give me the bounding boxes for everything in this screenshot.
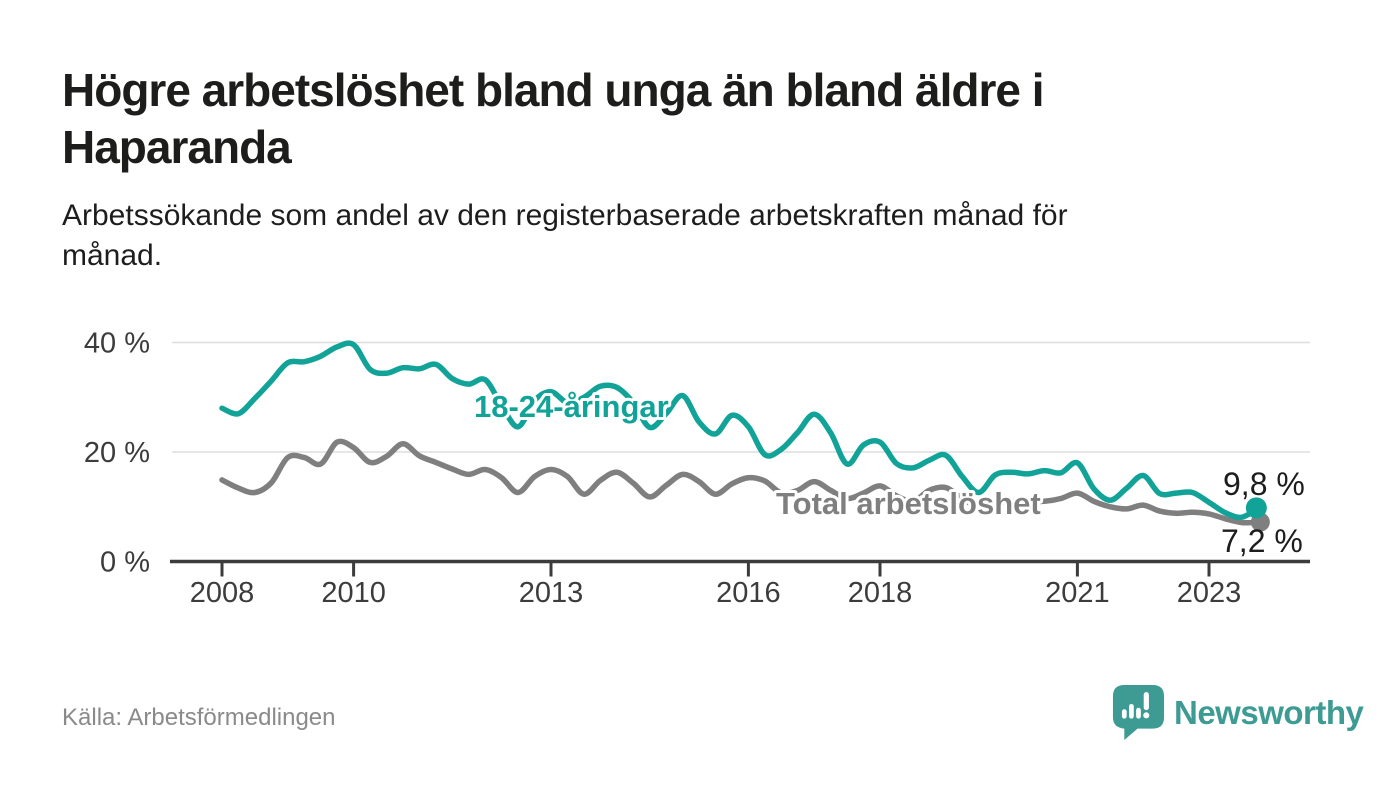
newsworthy-logo-icon — [1112, 685, 1165, 740]
end-value-label-18-24: 9,8 % — [1223, 466, 1305, 502]
chart-subtitle-line2: månad. — [62, 239, 163, 272]
newsworthy-logo: Newsworthy — [1112, 684, 1364, 741]
chart-title-line2: Haparanda — [62, 121, 292, 173]
series-line-18-24-aringar — [219, 340, 1262, 521]
chart-title: Högre arbetslöshet bland unga än bland ä… — [62, 62, 1044, 176]
chart-subtitle-line1: Arbetssökande som andel av den registerb… — [62, 199, 1068, 232]
x-tick-label-2008: 2008 — [190, 577, 255, 609]
x-tick-label-2010: 2010 — [321, 577, 386, 609]
x-tick-label-2016: 2016 — [716, 577, 781, 609]
x-tick-label-2013: 2013 — [519, 577, 584, 609]
y-tick-label-40: 40 % — [84, 328, 150, 360]
y-tick-label-0: 0 % — [100, 547, 150, 579]
end-dot-18-24 — [1245, 497, 1267, 519]
series-label-total-arbetsloshet: Total arbetslöshet — [776, 486, 1041, 521]
series-label-18-24-aringar: 18-24-åringar — [474, 389, 669, 424]
end-value-label-total: 7,2 % — [1221, 523, 1303, 559]
source-note: Källa: Arbetsförmedlingen — [62, 704, 336, 731]
x-tick-label-2021: 2021 — [1045, 577, 1110, 609]
newsworthy-wordmark: Newsworthy — [1174, 693, 1364, 731]
series-line-total-arbetsloshet — [219, 438, 1262, 526]
x-tick-label-2018: 2018 — [848, 577, 913, 609]
x-tick-label-2023: 2023 — [1177, 577, 1242, 609]
y-tick-label-20: 20 % — [84, 437, 150, 469]
chart-subtitle: Arbetssökande som andel av den registerb… — [62, 196, 1068, 276]
chart-title-line1: Högre arbetslöshet bland unga än bland ä… — [62, 64, 1044, 116]
